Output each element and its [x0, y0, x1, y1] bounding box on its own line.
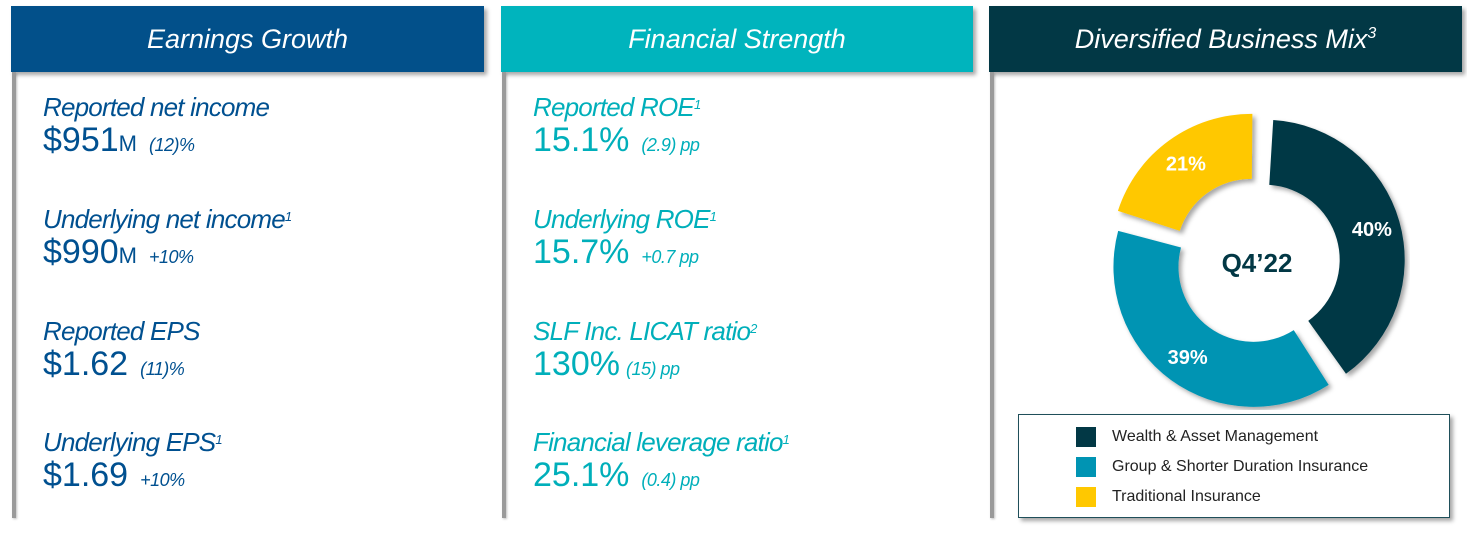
footnote-marker: 1 — [284, 209, 293, 224]
earnings-growth-title: Earnings Growth — [146, 23, 349, 54]
footnote-marker: 3 — [1367, 24, 1377, 42]
legend-label: Group & Shorter Duration Insurance — [1112, 458, 1369, 475]
metric-change: (11)% — [140, 359, 185, 379]
earnings-growth-panel: Earnings Growth Reported net income $951… — [11, 6, 484, 521]
metric-value: 15.7% — [533, 233, 630, 271]
metric-change: (15) pp — [625, 359, 680, 379]
metric-change: (12)% — [148, 135, 195, 155]
metric-reported-roe: Reported ROE1 15.1% (2.9) pp — [533, 92, 701, 165]
panel-divider — [12, 72, 16, 518]
metric-change: (0.4) pp — [641, 470, 700, 490]
business-mix-panel: Diversified Business Mix3 — [989, 6, 1462, 521]
financial-strength-panel: Financial Strength Reported ROE1 15.1% (2… — [501, 6, 973, 521]
metric-unit: M — [118, 243, 137, 268]
donut-slice-wealth — [1269, 120, 1405, 374]
metric-label: Financial leverage ratio — [533, 427, 783, 457]
chart-legend: Wealth & Asset Management Group & Shorte… — [1018, 414, 1450, 518]
financial-strength-header: Financial Strength — [501, 6, 973, 72]
legend-swatch-group — [1076, 457, 1096, 477]
footnote-marker: 1 — [693, 97, 702, 112]
metric-reported-eps: Reported EPS $1.62 (11)% — [43, 316, 200, 389]
metric-label: Underlying ROE — [533, 204, 710, 234]
metric-change: +10% — [140, 470, 185, 490]
metric-change: (2.9) pp — [641, 135, 700, 155]
legend-item-traditional: Traditional Insurance — [1076, 487, 1261, 507]
metric-value: 25.1% — [533, 456, 630, 494]
legend-item-group: Group & Shorter Duration Insurance — [1076, 457, 1368, 477]
metric-reported-net-income: Reported net income $951M (12)% — [43, 92, 270, 165]
donut-slice-label: 21% — [1166, 153, 1206, 175]
metric-underlying-roe: Underlying ROE1 15.7% +0.7 pp — [533, 204, 717, 277]
panel-divider — [990, 72, 994, 518]
metric-value: 15.1% — [533, 121, 630, 159]
metric-licat-ratio: SLF Inc. LICAT ratio2 130% (15) pp — [533, 316, 757, 389]
metric-value: $1.69 — [43, 456, 129, 494]
metric-underlying-eps: Underlying EPS1 $1.69 +10% — [43, 427, 223, 500]
metric-label: Underlying net income — [43, 204, 286, 234]
metric-label: Underlying EPS — [43, 427, 216, 457]
donut-slice-traditional — [1117, 113, 1253, 231]
metric-unit: M — [118, 131, 137, 156]
metric-financial-leverage-ratio: Financial leverage ratio1 25.1% (0.4) pp — [533, 427, 790, 500]
metric-value: $951 — [43, 121, 119, 159]
metric-value: $1.62 — [43, 345, 129, 383]
financial-strength-title: Financial Strength — [628, 23, 846, 54]
business-mix-donut-chart: 40% 39% 21% Q4’22 — [1113, 113, 1405, 407]
legend-item-wealth: Wealth & Asset Management — [1076, 427, 1318, 447]
donut-center-label: Q4’22 — [1222, 248, 1293, 278]
donut-slice-label: 39% — [1168, 347, 1208, 369]
panel-divider — [502, 72, 506, 518]
donut-slice-group — [1113, 230, 1329, 407]
metric-label: Reported net income — [43, 92, 270, 122]
metric-label: Reported EPS — [43, 316, 200, 346]
metric-value: 130% — [533, 345, 620, 383]
metric-change: +10% — [148, 247, 194, 267]
metric-change: +0.7 pp — [641, 247, 699, 267]
footnote-marker: 1 — [215, 432, 223, 447]
business-mix-header: Diversified Business Mix3 — [989, 6, 1462, 72]
legend-label: Wealth & Asset Management — [1112, 428, 1319, 445]
business-mix-title: Diversified Business Mix3 — [1074, 23, 1377, 54]
metric-value: $990 — [43, 233, 119, 271]
footnote-marker: 2 — [750, 321, 758, 336]
legend-swatch-traditional — [1076, 487, 1096, 507]
metric-underlying-net-income: Underlying net income1 $990M +10% — [43, 204, 292, 277]
metric-label: SLF Inc. LICAT ratio — [533, 316, 751, 346]
footnote-marker: 1 — [782, 432, 790, 447]
earnings-growth-header: Earnings Growth — [11, 6, 484, 72]
donut-slice-label: 40% — [1352, 219, 1392, 241]
legend-label: Traditional Insurance — [1112, 488, 1261, 505]
footnote-marker: 1 — [709, 209, 717, 224]
legend-swatch-wealth — [1076, 427, 1096, 447]
metric-label: Reported ROE — [533, 92, 695, 122]
